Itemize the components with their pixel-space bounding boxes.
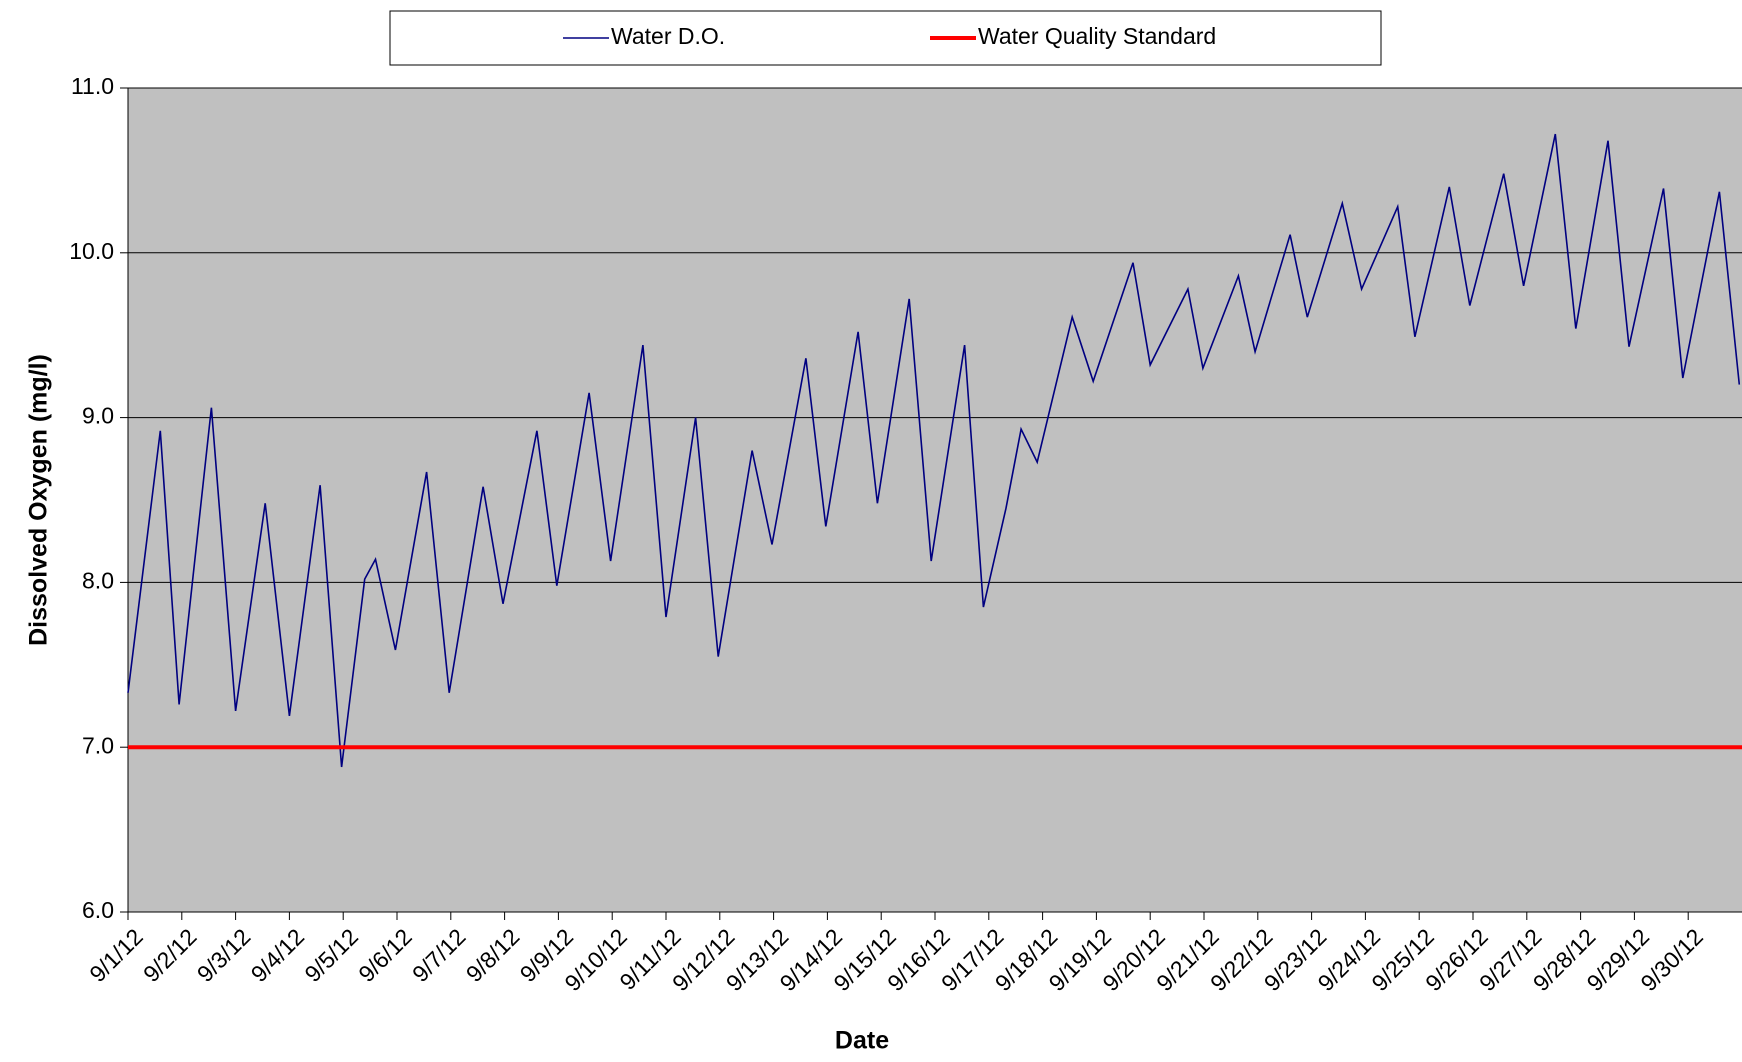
y-tick-label: 7.0 — [82, 732, 114, 758]
y-tick-label: 8.0 — [82, 567, 114, 593]
x-tick-label: 9/3/12 — [192, 923, 256, 987]
plot-area — [128, 88, 1742, 912]
x-tick-label: 9/1/12 — [84, 923, 148, 987]
x-tick-label: 9/7/12 — [407, 923, 471, 987]
legend-box — [389, 10, 1382, 66]
x-tick-label: 9/5/12 — [299, 923, 363, 987]
y-tick-label: 9.0 — [82, 403, 114, 429]
legend-label: Water Quality Standard — [978, 23, 1216, 49]
y-tick-label: 6.0 — [82, 897, 114, 923]
x-tick-label: 9/2/12 — [138, 923, 202, 987]
x-tick-label: 9/8/12 — [461, 923, 525, 987]
data-line — [127, 133, 1741, 768]
x-tick-label: 9/6/12 — [353, 923, 417, 987]
x-tick-label: 9/4/12 — [246, 923, 310, 987]
legend-label: Water D.O. — [611, 23, 725, 49]
x-axis-label: Date — [835, 1027, 889, 1055]
y-tick-label: 11.0 — [71, 73, 114, 99]
y-axis-label: Dissolved Oxygen (mg/l) — [25, 354, 53, 646]
y-tick-label: 10.0 — [69, 238, 114, 264]
